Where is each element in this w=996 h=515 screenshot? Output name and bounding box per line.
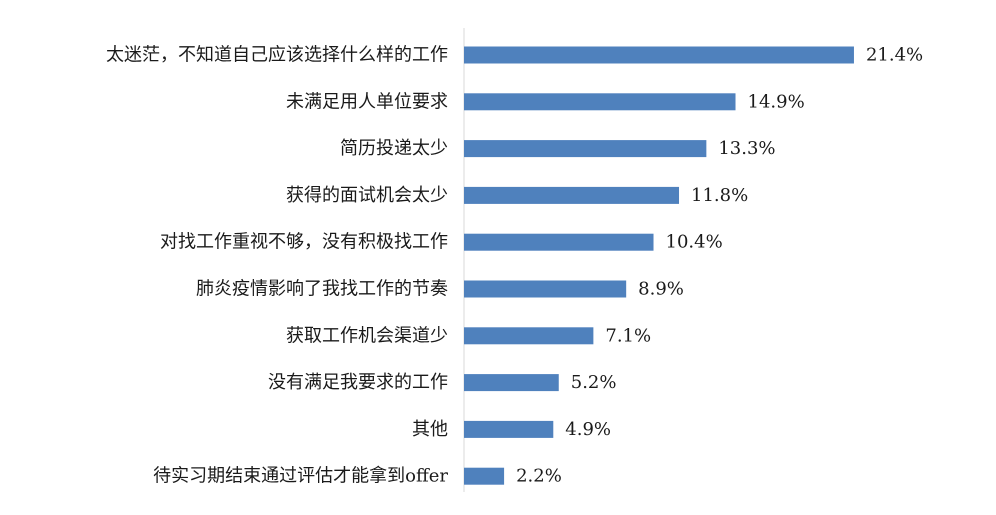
category-label: 获得的面试机会太少 xyxy=(286,185,448,206)
bar xyxy=(464,186,680,204)
bar xyxy=(464,93,736,111)
data-label: 8.9% xyxy=(638,279,684,300)
category-label: 太迷茫，不知道自己应该选择什么样的工作 xyxy=(106,45,448,66)
bar xyxy=(464,467,505,485)
bar xyxy=(464,420,554,438)
data-label: 5.2% xyxy=(571,372,617,393)
bar xyxy=(464,374,559,392)
category-label: 其他 xyxy=(412,419,448,440)
category-label: 对找工作重视不够，没有积极找工作 xyxy=(160,232,448,253)
category-label: 没有满足我要求的工作 xyxy=(268,372,448,393)
category-label: 肺炎疫情影响了我找工作的节奏 xyxy=(196,279,448,300)
category-label: 待实习期结束通过评估才能拿到offer xyxy=(153,465,448,487)
data-label: 4.9% xyxy=(565,419,611,440)
bar xyxy=(464,46,854,64)
category-label: 获取工作机会渠道少 xyxy=(286,325,448,346)
bar xyxy=(464,327,594,345)
data-label: 11.8% xyxy=(691,185,748,206)
value-labels-group: 21.4% 14.9% 13.3% 11.8% 10.4% 8.9% 7.1% 5.2% 4.9… xyxy=(516,45,923,487)
data-label: 2.2% xyxy=(516,466,562,487)
bar xyxy=(464,280,627,298)
data-label: 10.4% xyxy=(666,232,723,253)
bars-group xyxy=(464,46,854,485)
data-label: 21.4% xyxy=(866,45,923,66)
category-labels-group: 太迷茫，不知道自己应该选择什么样的工作未满足用人单位要求简历投递太少获得的面试机… xyxy=(106,45,448,487)
bar xyxy=(464,233,654,251)
data-label: 13.3% xyxy=(718,138,775,159)
category-label: 简历投递太少 xyxy=(340,138,448,159)
data-label: 7.1% xyxy=(605,325,651,346)
bar xyxy=(464,140,707,158)
data-label: 14.9% xyxy=(748,91,805,112)
category-label: 未满足用人单位要求 xyxy=(286,91,448,112)
